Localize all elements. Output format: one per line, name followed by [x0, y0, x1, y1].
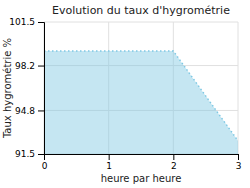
tick: 98.2 [15, 61, 44, 71]
tick: 0 [42, 154, 48, 171]
chart: 0 1 2 3 91.5 94.8 98.2 101.5 Evolution du taux d… [0, 0, 250, 188]
grid [44, 22, 238, 154]
marks [44, 51, 238, 154]
plot-area: 0 1 2 3 91.5 94.8 98.2 101.5 [9, 17, 241, 171]
tick-label: 98.2 [15, 61, 35, 71]
tick: 94.8 [15, 106, 44, 116]
tick-mark [38, 66, 44, 67]
tick-mark [38, 22, 44, 23]
tick-label: 3 [236, 161, 242, 171]
tick: 91.5 [15, 149, 44, 159]
area [44, 51, 238, 154]
tick-mark [238, 154, 239, 160]
grid-line-y [44, 22, 238, 23]
axis-line [38, 23, 45, 155]
line [44, 51, 238, 141]
x-axis: 0 1 2 3 [42, 154, 242, 171]
tick-label: 0 [42, 161, 48, 171]
grid-line-x [238, 22, 239, 154]
tick: 2 [171, 154, 177, 171]
tick-label: 94.8 [15, 106, 35, 116]
tick-label: 91.5 [15, 149, 35, 159]
tick-label: 101.5 [9, 17, 35, 27]
title: Evolution du taux d'hygrométrie [52, 4, 230, 17]
tick: 1 [106, 154, 112, 171]
tick: 3 [236, 154, 242, 171]
y-axis: 91.5 94.8 98.2 101.5 [9, 17, 44, 159]
tick-label: 2 [171, 161, 177, 171]
tick-mark [38, 154, 44, 155]
tick-mark [109, 154, 110, 160]
x-axis-title: heure par heure [101, 173, 182, 184]
tick-mark [173, 154, 174, 160]
axis-line [45, 155, 239, 161]
tick-mark [38, 110, 44, 111]
tick-label: 1 [106, 161, 112, 171]
tick: 101.5 [9, 17, 44, 27]
y-axis-title: Taux hygrométrie % [2, 38, 13, 139]
